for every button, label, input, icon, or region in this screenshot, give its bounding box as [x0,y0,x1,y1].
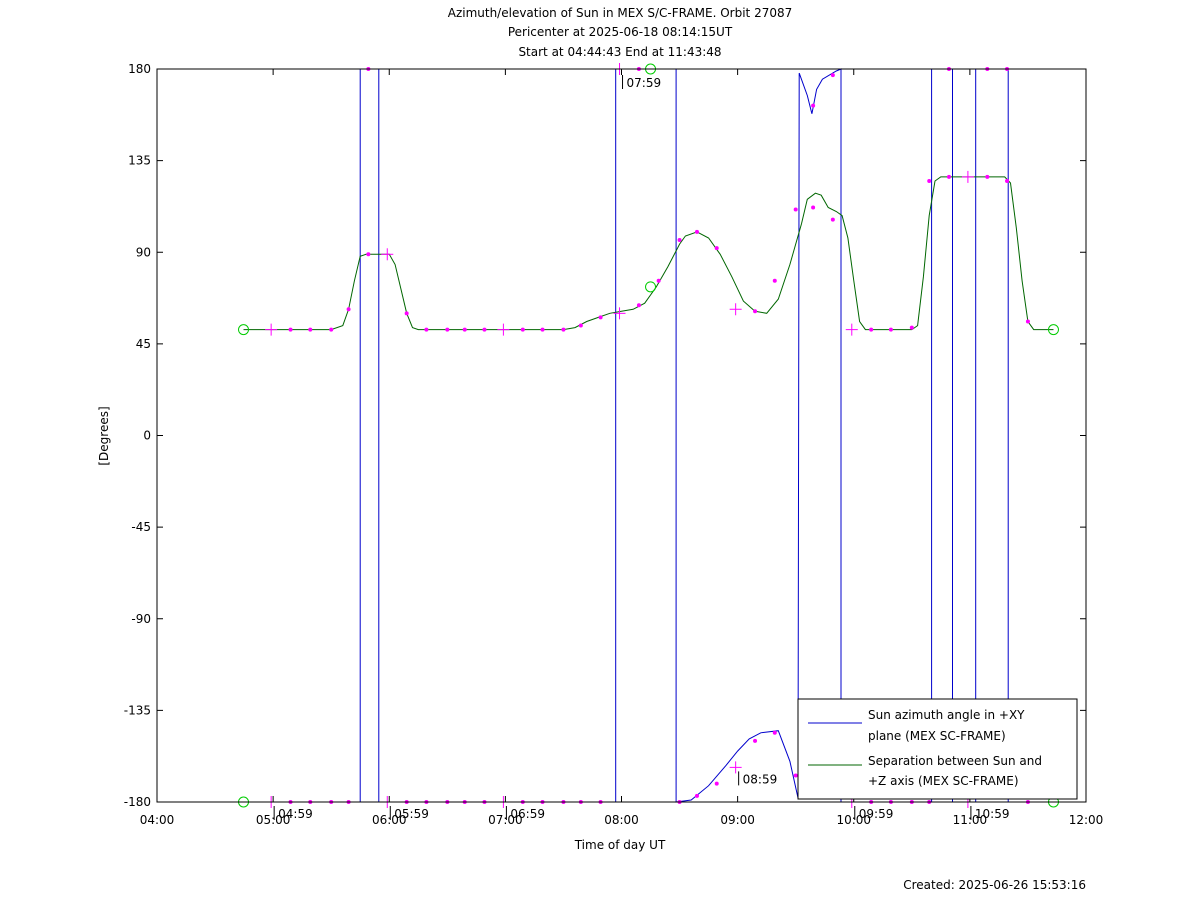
data-point [329,327,334,332]
data-point [677,238,682,243]
data-point [714,246,719,251]
hour-annotation-label: 05:59 [394,807,429,821]
chart-title: Azimuth/elevation of Sun in MEX S/C-FRAM… [448,6,793,59]
data-point [520,327,525,332]
data-point [540,327,545,332]
y-tick-label: -90 [131,612,151,626]
data-point [308,327,313,332]
data-point [869,327,874,332]
y-tick-label: 135 [128,154,151,168]
start-end-marker [1047,324,1059,336]
data-point [462,327,467,332]
data-point [772,278,777,283]
x-tick-label: 11:00 [953,813,988,827]
legend-box [797,698,1078,800]
hour-annotation-label: 09:59 [859,807,894,821]
title-line-2: Pericenter at 2025-06-18 08:14:15UT [508,25,733,39]
data-point [811,103,816,108]
y-tick-label: 90 [136,245,151,259]
series-line-azimuth [952,69,977,803]
data-point [636,303,641,308]
legend-label-separation-line-1: Separation between Sun and [868,754,1042,768]
hour-annotation-label: 08:59 [743,772,778,786]
start-end-marker [645,281,657,293]
data-point [1025,319,1030,324]
data-point [598,315,603,320]
data-point [985,174,990,179]
series-line-azimuth [675,68,933,803]
y-tick-label: -135 [124,703,151,717]
data-point [288,327,293,332]
x-tick-label: 07:00 [488,813,523,827]
data-point [445,327,450,332]
x-tick-label: 04:00 [140,813,175,827]
data-point [927,178,932,183]
data-point [404,311,409,316]
title-line-3: Start at 04:44:43 End at 11:43:48 [518,45,721,59]
data-point [482,327,487,332]
data-point [772,730,777,735]
data-point [811,205,816,210]
data-point [346,307,351,312]
legend-label-azimuth-line-1: Sun azimuth angle in +XY [868,708,1025,722]
start-end-marker [238,324,250,336]
data-point [561,327,566,332]
hour-annotation-label: 04:59 [278,807,313,821]
x-tick-label: 12:00 [1069,813,1104,827]
data-point [830,217,835,222]
data-point [793,773,798,778]
data-point [753,309,758,314]
data-point [578,323,583,328]
data-point [830,73,835,78]
data-point [424,327,429,332]
series-line-azimuth [243,69,361,803]
data-point [946,174,951,179]
x-tick-label: 09:00 [720,813,755,827]
y-tick-label: 45 [136,337,151,351]
x-tick-label: 10:00 [836,813,871,827]
data-point [656,278,661,283]
data-point [793,207,798,212]
series-line-azimuth [378,69,617,803]
series-line-azimuth [1007,69,1054,803]
data-point [714,781,719,786]
data-point [753,738,758,743]
plot-frame [156,68,1087,803]
x-tick-label: 08:00 [604,813,639,827]
hour-annotation-label: 06:59 [510,807,545,821]
legend-label-azimuth-line-2: plane (MEX SC-FRAME) [868,729,1006,743]
data-point [888,327,893,332]
y-tick-label: -45 [131,520,151,534]
y-tick-label: 0 [143,429,151,443]
y-tick-label: -180 [124,795,151,809]
created-timestamp: Created: 2025-06-26 15:53:16 [903,878,1086,892]
axes: 04:00 05:00 06:00 07:00 08:00 09:00 10:00 11:00… [124,62,1104,827]
legend: Sun azimuth angle in +XY plane (MEX SC-F… [797,698,1078,800]
y-axis-label: [Degrees] [97,406,111,465]
x-tick-label: 06:00 [372,813,407,827]
data-point [694,229,699,234]
x-tick-label: 05:00 [256,813,291,827]
title-line-1: Azimuth/elevation of Sun in MEX S/C-FRAM… [448,6,793,20]
data-point [1005,178,1010,183]
hour-annotation-label: 07:59 [627,76,662,90]
legend-label-separation-line-2: +Z axis (MEX SC-FRAME) [868,774,1019,788]
y-tick-label: 180 [128,62,151,76]
series-line-separation [243,176,1054,331]
hour-annotation-label: 10:59 [975,807,1010,821]
data-point [909,325,914,330]
data-point [694,793,699,798]
x-axis-label: Time of day UT [574,838,666,852]
data-point [366,252,371,257]
